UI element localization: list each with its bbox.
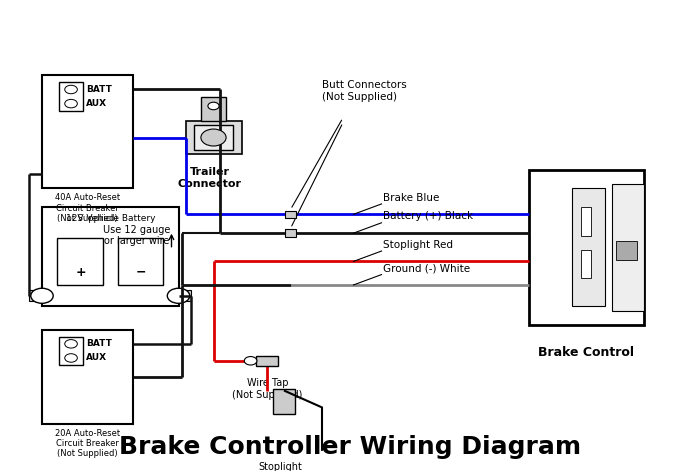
Bar xyxy=(57,238,103,285)
Text: +: + xyxy=(75,266,86,279)
Text: Brake Controller Wiring Diagram: Brake Controller Wiring Diagram xyxy=(119,435,581,459)
Text: 12V Vehicle Battery: 12V Vehicle Battery xyxy=(66,214,155,223)
Circle shape xyxy=(201,129,226,146)
Text: Trailer
Connector: Trailer Connector xyxy=(178,167,242,189)
Text: 40A Auto-Reset
Circuit Breaker
(Not Supplied): 40A Auto-Reset Circuit Breaker (Not Supp… xyxy=(55,193,120,223)
Text: AUX: AUX xyxy=(86,99,107,108)
Text: Ground (-) White: Ground (-) White xyxy=(383,263,470,273)
Text: Use 12 gauge
or larger wire: Use 12 gauge or larger wire xyxy=(103,225,170,246)
Circle shape xyxy=(64,99,77,108)
Bar xyxy=(573,188,605,306)
Text: AUX: AUX xyxy=(86,353,107,363)
Circle shape xyxy=(244,357,257,365)
Circle shape xyxy=(208,102,219,110)
Bar xyxy=(581,207,591,236)
Circle shape xyxy=(64,354,77,362)
Bar xyxy=(118,238,163,285)
Text: BATT: BATT xyxy=(86,339,112,349)
Bar xyxy=(273,389,295,414)
Circle shape xyxy=(64,85,77,94)
Circle shape xyxy=(31,288,53,303)
Bar xyxy=(60,337,83,365)
Bar xyxy=(201,97,226,121)
Bar xyxy=(285,229,296,237)
Circle shape xyxy=(167,288,190,303)
Bar xyxy=(42,330,133,424)
Bar xyxy=(60,82,83,111)
Text: Brake Control: Brake Control xyxy=(538,346,634,359)
Text: Wire Tap
(Not Supplied): Wire Tap (Not Supplied) xyxy=(232,378,302,400)
Text: Brake Blue: Brake Blue xyxy=(383,193,440,203)
Text: Battery (+) Black: Battery (+) Black xyxy=(383,211,473,221)
Text: −: − xyxy=(135,266,146,279)
Bar xyxy=(581,250,591,278)
Text: Stoplight
Switch: Stoplight Switch xyxy=(258,462,302,471)
Text: Butt Connectors
(Not Supplied): Butt Connectors (Not Supplied) xyxy=(322,80,407,102)
Circle shape xyxy=(64,340,77,348)
Bar xyxy=(285,211,296,218)
Text: BATT: BATT xyxy=(86,85,112,94)
Bar xyxy=(256,356,278,366)
Bar xyxy=(612,184,644,311)
Bar xyxy=(616,241,637,260)
Text: Stoplight Red: Stoplight Red xyxy=(383,240,453,250)
Bar xyxy=(42,207,178,306)
Bar xyxy=(178,290,191,301)
Bar xyxy=(528,170,644,325)
Bar xyxy=(186,121,241,154)
Bar xyxy=(29,290,42,301)
Bar xyxy=(194,125,233,150)
Text: 20A Auto-Reset
Circuit Breaker
(Not Supplied): 20A Auto-Reset Circuit Breaker (Not Supp… xyxy=(55,429,120,458)
Bar xyxy=(42,75,133,188)
